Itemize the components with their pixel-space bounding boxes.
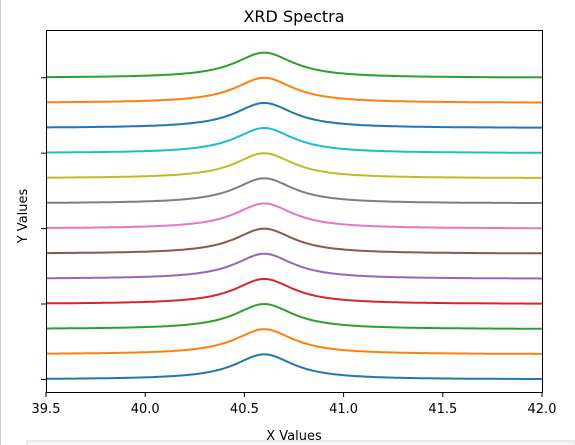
series-line-4 xyxy=(45,277,542,305)
y-axis-label: Y Values xyxy=(16,189,31,245)
series-line-6 xyxy=(46,227,542,255)
series-line-11 xyxy=(46,101,542,129)
plot-frame xyxy=(46,30,543,393)
series-line-1 xyxy=(46,353,542,380)
y-axis xyxy=(41,77,46,380)
x-axis: 39.5 40.0 40.5 41.0 41.5 42.0 xyxy=(32,392,557,417)
series-line-12 xyxy=(46,76,542,104)
series-line-10 xyxy=(46,127,542,154)
x-tick-label: 41.0 xyxy=(329,402,358,417)
plot-area xyxy=(45,30,543,393)
series-layer xyxy=(45,51,543,380)
series-line-8 xyxy=(46,177,542,204)
bottom-panel-edge xyxy=(26,440,575,445)
x-tick-label: 40.5 xyxy=(230,402,259,417)
series-line-2 xyxy=(46,328,542,355)
x-axis-label: X Values xyxy=(266,429,322,444)
series-line-13 xyxy=(46,51,543,79)
x-tick-label: 41.5 xyxy=(428,402,457,417)
series-line-9 xyxy=(46,152,542,179)
chart-title: XRD Spectra xyxy=(243,7,344,26)
series-line-3 xyxy=(46,303,542,330)
x-tick-label: 39.5 xyxy=(32,402,61,417)
series-line-5 xyxy=(46,252,542,280)
x-tick-label: 40.0 xyxy=(131,402,160,417)
x-tick-label: 42.0 xyxy=(528,402,557,417)
series-line-7 xyxy=(46,202,542,230)
